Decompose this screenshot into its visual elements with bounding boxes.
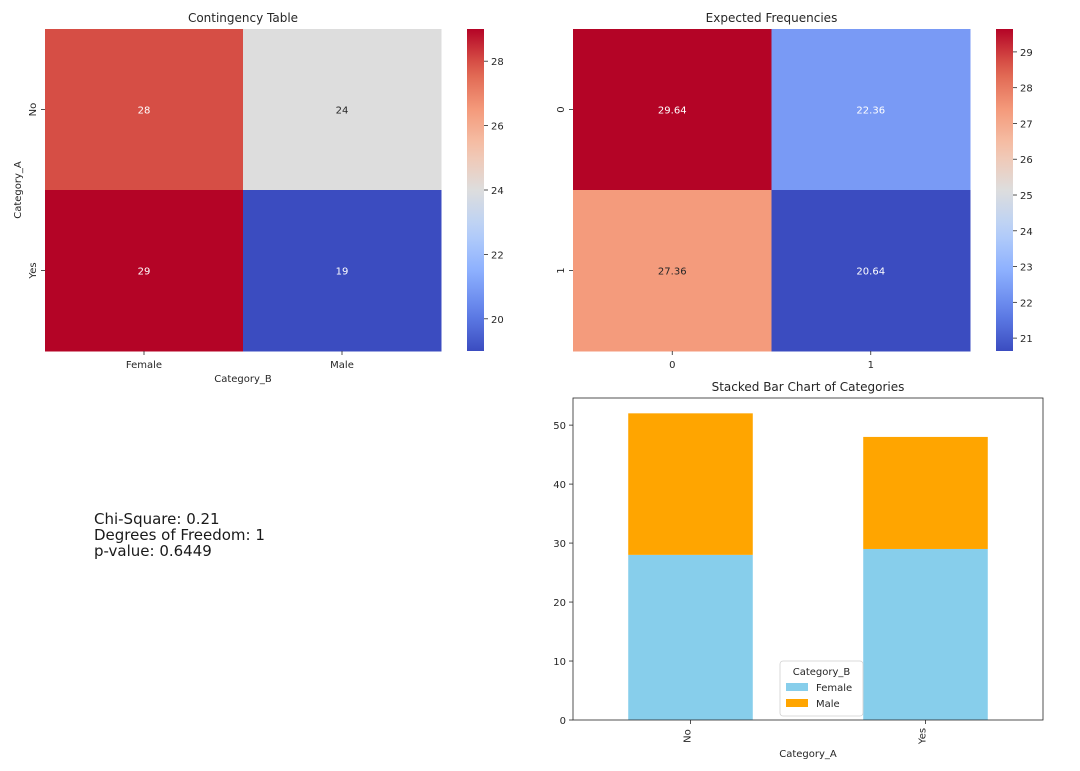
x-axis-label: Category_B xyxy=(214,374,272,385)
degrees-of-freedom: Degrees of Freedom: 1 xyxy=(94,526,265,544)
y-tick-label: 0 xyxy=(560,716,566,727)
x-tick-label: 1 xyxy=(868,360,874,371)
colorbar-tick-label: 29 xyxy=(1020,48,1033,59)
chart-title: Contingency Table xyxy=(188,11,298,25)
colorbar-tick-label: 22 xyxy=(1020,298,1033,309)
bar-female xyxy=(628,554,753,720)
x-tick-label: Female xyxy=(126,360,162,371)
colorbar-tick-label: 24 xyxy=(491,186,504,197)
legend-label-female: Female xyxy=(816,683,852,694)
colorbar-tick-label: 26 xyxy=(491,122,504,133)
colorbar-tick-label: 22 xyxy=(491,250,504,261)
colorbar-tick-label: 28 xyxy=(1020,84,1033,95)
y-tick-label: 0 xyxy=(556,106,567,112)
y-tick-label: No xyxy=(28,103,39,117)
x-axis-label: Category_A xyxy=(779,749,837,760)
bar-female xyxy=(863,548,988,720)
y-tick-label: 20 xyxy=(553,598,566,609)
legend-swatch-female xyxy=(786,683,808,691)
cell-value-label: 20.64 xyxy=(856,267,885,278)
y-tick-label: 50 xyxy=(553,421,566,432)
colorbar-tick-label: 23 xyxy=(1020,263,1033,274)
cell-value-label: 29 xyxy=(138,267,151,278)
bar-male xyxy=(628,413,753,555)
legend-swatch-male xyxy=(786,699,808,707)
heatmap-cell xyxy=(771,190,971,352)
heatmap-cell xyxy=(573,29,772,191)
cell-value-label: 24 xyxy=(336,106,349,117)
y-tick-label: 30 xyxy=(553,539,566,550)
x-tick-label: 0 xyxy=(669,360,675,371)
heatmap-cell xyxy=(243,29,442,191)
heatmap-cell xyxy=(573,190,772,352)
y-tick-label: Yes xyxy=(28,262,39,279)
y-tick-label: 10 xyxy=(553,657,566,668)
heatmap-cell xyxy=(45,29,244,191)
heatmap-cell xyxy=(45,190,244,352)
legend-label-male: Male xyxy=(816,699,840,710)
colorbar xyxy=(996,29,1013,351)
colorbar-tick-label: 27 xyxy=(1020,119,1033,130)
heatmap-cell xyxy=(771,29,971,191)
x-tick-label: Yes xyxy=(918,728,929,745)
colorbar-tick-label: 28 xyxy=(491,57,504,68)
plot-frame xyxy=(572,397,1044,721)
colorbar-tick-label: 20 xyxy=(491,315,504,326)
expected-frequencies-heatmap: Expected Frequencies 29.64 22.36 27.36 20.64… xyxy=(556,11,1033,371)
x-tick-label: No xyxy=(683,729,694,743)
p-value: p-value: 0.6449 xyxy=(94,542,212,560)
stacked-bar-chart: Stacked Bar Chart of Categories No Yes 0 10 2… xyxy=(553,380,1044,760)
colorbar-tick-label: 21 xyxy=(1020,334,1033,345)
legend-title: Category_B xyxy=(793,667,851,678)
bar-male xyxy=(863,436,988,549)
chi-square-value: Chi-Square: 0.21 xyxy=(94,510,220,528)
y-tick-label: 40 xyxy=(553,480,566,491)
x-tick-label: Male xyxy=(330,360,354,371)
heatmap-cell xyxy=(243,190,442,352)
y-axis-label: Category_A xyxy=(13,161,24,219)
colorbar-tick-label: 24 xyxy=(1020,227,1033,238)
chart-title: Expected Frequencies xyxy=(706,11,838,25)
chi-square-results: Chi-Square: 0.21 Degrees of Freedom: 1 p… xyxy=(94,511,265,559)
colorbar-tick-label: 25 xyxy=(1020,191,1033,202)
y-tick-label: 1 xyxy=(556,267,567,273)
colorbar-tick-label: 26 xyxy=(1020,155,1033,166)
contingency-heatmap: Contingency Table 28 24 29 19 Female Male No Yes… xyxy=(13,11,504,385)
cell-value-label: 28 xyxy=(138,106,151,117)
chart-title: Stacked Bar Chart of Categories xyxy=(712,380,905,394)
cell-value-label: 27.36 xyxy=(658,267,687,278)
cell-value-label: 19 xyxy=(336,267,349,278)
cell-value-label: 29.64 xyxy=(658,106,687,117)
colorbar xyxy=(467,29,484,351)
cell-value-label: 22.36 xyxy=(856,106,885,117)
